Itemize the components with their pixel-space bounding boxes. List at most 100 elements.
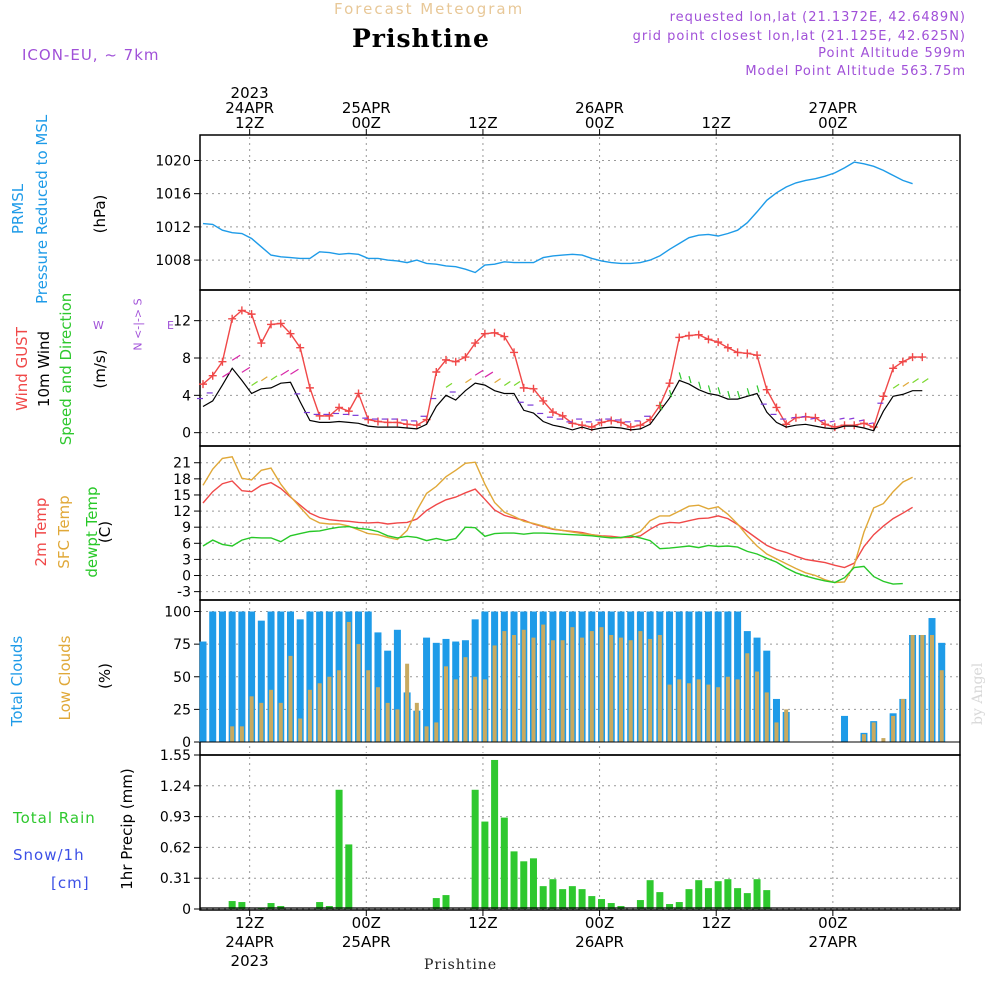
low-cloud-bar [259, 702, 264, 742]
low-cloud-bar [337, 670, 342, 742]
low-cloud-bar [755, 671, 760, 742]
total-cloud-bar [432, 642, 440, 742]
low-cloud-bar [570, 627, 575, 742]
low-cloud-bar [871, 722, 876, 742]
low-cloud-bar [298, 718, 303, 742]
low-cloud-bar [861, 734, 866, 742]
low-cloud-bar [735, 679, 740, 742]
rain-bar [734, 888, 742, 909]
low-cloud-bar [521, 629, 526, 742]
gust-marker [898, 357, 907, 366]
time-label-top: 12Z [468, 114, 497, 132]
clouds-y-tick-label: 50 [173, 670, 191, 686]
rain-bar [539, 886, 547, 909]
low-cloud-bar [424, 726, 429, 742]
wind-direction-arrow [251, 380, 258, 386]
wind-compass-e: E [167, 319, 174, 332]
rain-bar [491, 759, 499, 909]
gust-marker [714, 338, 723, 347]
gust-marker [500, 332, 509, 341]
gust-marker [451, 357, 460, 366]
gust-marker [811, 413, 820, 422]
clouds-y-tick-label: 0 [182, 735, 191, 751]
precip-y-tick-label: 0.62 [160, 840, 191, 856]
gust-marker [276, 319, 285, 328]
gust-marker [646, 415, 655, 424]
low-cloud-bar [444, 666, 448, 742]
gust-marker [208, 371, 217, 380]
precip-y-tick-label: 1.24 [160, 779, 191, 795]
rain-bar [520, 861, 528, 909]
low-cloud-bar [434, 722, 439, 742]
low-cloud-bar [609, 635, 614, 742]
gust-marker [529, 384, 538, 393]
total-cloud-bar [199, 641, 207, 742]
low-cloud-bar [657, 635, 662, 742]
wind-direction-arrow [790, 416, 797, 419]
low-cloud-bar [492, 645, 497, 742]
gust-marker [510, 348, 519, 357]
low-cloud-bar [628, 640, 633, 742]
total-cloud-bar [316, 611, 324, 742]
gust-marker [733, 348, 742, 357]
low-cloud-bar [716, 687, 721, 742]
low-cloud-bar [385, 702, 390, 742]
gust-marker [412, 421, 421, 430]
total-cloud-bar [423, 637, 431, 742]
total-cloud-bar [734, 611, 742, 742]
gust-marker [704, 335, 713, 344]
low-cloud-bar [550, 640, 555, 742]
point-altitude: Point Altitude 599m [818, 46, 966, 61]
gust-marker [247, 310, 256, 319]
low-cloud-bar [502, 631, 507, 742]
gust-marker [296, 343, 305, 352]
pressure-line [202, 161, 913, 274]
wind-direction-arrow [839, 417, 845, 420]
low-cloud-bar [589, 631, 594, 742]
total-cloud-bar [675, 611, 683, 742]
rain-bar [442, 895, 450, 909]
gust-marker [199, 380, 207, 389]
low-cloud-bar [920, 635, 925, 742]
wind-direction-arrow [746, 388, 750, 396]
wind-direction-arrow [659, 403, 663, 411]
gust-marker [393, 418, 402, 427]
wind-direction-arrow [902, 381, 910, 387]
pressure-y-tick-label: 1012 [155, 220, 191, 236]
low-cloud-bar [531, 637, 536, 742]
low-cloud-bar [706, 684, 711, 742]
wind-direction-arrow [829, 420, 835, 423]
low-cloud-bar [764, 692, 769, 742]
wind-direction-arrow [868, 422, 874, 425]
low-cloud-bar [891, 715, 896, 742]
precip-y-tick-label: 0.31 [160, 871, 191, 887]
low-cloud-bar [745, 653, 750, 742]
time-label-top: 2023 [231, 84, 269, 102]
rain-bar [636, 900, 644, 909]
low-cloud-bar [687, 683, 691, 742]
footer-location: Prishtine [424, 957, 498, 973]
model-label: ICON-EU, ~ 7km [22, 46, 160, 64]
wind-direction-arrow [849, 417, 855, 420]
low-cloud-bar [288, 655, 293, 742]
gust-marker [442, 355, 450, 364]
wind-direction-arrow [513, 380, 521, 386]
rain-bar [559, 889, 567, 909]
rain-bar [238, 902, 246, 909]
rain-bar [607, 903, 615, 909]
low-cloud-bar [930, 635, 934, 742]
temperature-y-tick-label: 12 [173, 504, 191, 520]
rain-bar [345, 844, 353, 909]
total-cloud-bar [666, 611, 674, 742]
time-label-top: 12Z [702, 114, 731, 132]
wind-y-tick-label: 8 [182, 351, 191, 367]
wind-compass-w: W [93, 319, 104, 332]
total-cloud-bar [257, 620, 265, 742]
gust-marker [315, 411, 324, 420]
temperature-y-tick-label: 6 [182, 536, 191, 552]
rain-bar [432, 898, 440, 909]
wind-direction-arrow [231, 354, 241, 361]
low-cloud-bar [900, 698, 905, 742]
model-point-altitude: Model Point Altitude 563.75m [745, 64, 966, 79]
wind-direction-arrow [912, 378, 919, 384]
